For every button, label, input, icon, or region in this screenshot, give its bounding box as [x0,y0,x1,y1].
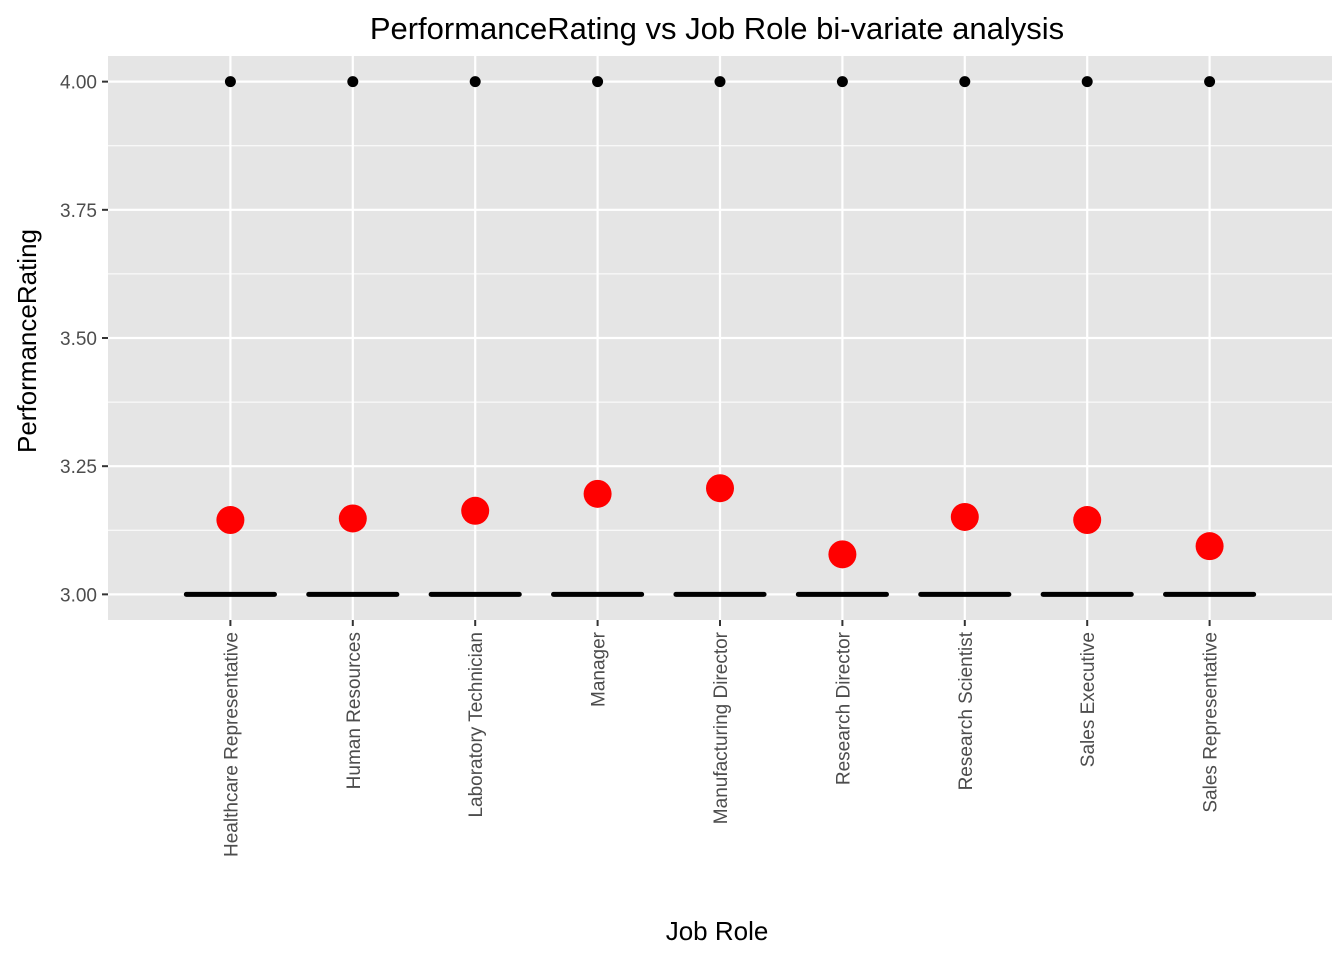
mean-point [583,479,612,508]
y-axis-title: PerformanceRating [12,229,42,453]
outlier-point [592,76,604,88]
data-marks [183,76,1257,597]
mean-point [706,474,734,503]
x-tick-label: Sales Representative [1201,632,1222,813]
x-axis: Healthcare Representative Human Resources… [221,620,1222,857]
chart-title: PerformanceRating vs Job Role bi-variate… [370,11,1064,46]
x-tick-label: Manager [589,631,610,707]
outlier-point [1081,76,1093,88]
mean-point [828,540,857,569]
outlier-point [1204,76,1216,88]
y-axis: 3.00 3.25 3.50 3.75 4.00 [60,73,108,606]
y-tick-label: 3.00 [60,585,97,606]
x-tick-label: Healthcare Representative [221,632,242,857]
x-tick-label: Human Resources [344,632,365,789]
outlier-point [347,76,359,88]
y-tick-label: 3.50 [60,329,97,350]
x-tick-label: Sales Executive [1078,632,1099,767]
outlier-point [714,76,726,88]
outlier-point [469,76,481,88]
y-tick-label: 3.75 [60,201,97,222]
mean-point [338,504,367,533]
outlier-point [836,76,848,88]
x-tick-label: Research Scientist [956,631,977,790]
x-tick-label: Manufacturing Director [711,631,732,824]
mean-point [461,496,490,525]
x-axis-title: Job Role [666,916,769,946]
x-tick-label: Laboratory Technician [466,632,487,818]
mean-point [216,506,245,535]
mean-point [950,502,979,531]
mean-point [1195,532,1224,561]
y-tick-label: 4.00 [60,73,97,94]
x-tick-label: Research Director [833,631,854,785]
mean-point [1073,506,1102,535]
outlier-point [959,76,971,88]
outlier-point [224,76,236,88]
y-tick-label: 3.25 [60,457,97,478]
